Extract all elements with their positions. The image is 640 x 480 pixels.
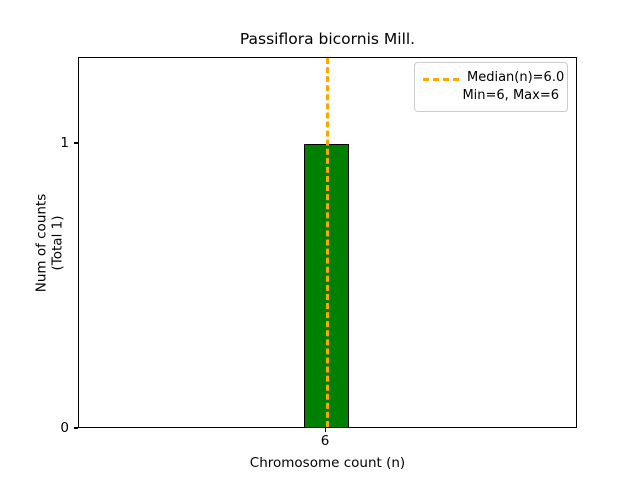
xtick-label-6: 6 xyxy=(320,433,330,449)
ytick-label-1: 1 xyxy=(60,135,69,151)
ytick-mark-0 xyxy=(74,427,78,429)
x-axis-label: Chromosome count (n) xyxy=(249,455,406,471)
median-line xyxy=(326,58,329,427)
ytick-mark-1 xyxy=(74,142,78,144)
ytick-label-0: 0 xyxy=(60,420,69,436)
legend-item-median: Median(n)=6.0 xyxy=(423,69,564,87)
legend-item-minmax: Min=6, Max=6 xyxy=(423,87,559,105)
dashed-line-icon xyxy=(423,72,459,84)
y-axis-label-main: Num of counts xyxy=(33,193,50,292)
legend-label-minmax: Min=6, Max=6 xyxy=(462,88,559,103)
plot-area xyxy=(78,57,577,428)
xtick-mark-6 xyxy=(324,428,326,432)
y-axis-label: Num of counts (Total 1) xyxy=(0,57,70,428)
legend: Median(n)=6.0 Min=6, Max=6 xyxy=(414,62,568,112)
chart-title: Passiflora bicornis Mill. xyxy=(239,30,416,48)
y-axis-label-total: (Total 1) xyxy=(49,215,66,270)
legend-label-median: Median(n)=6.0 xyxy=(467,70,565,85)
